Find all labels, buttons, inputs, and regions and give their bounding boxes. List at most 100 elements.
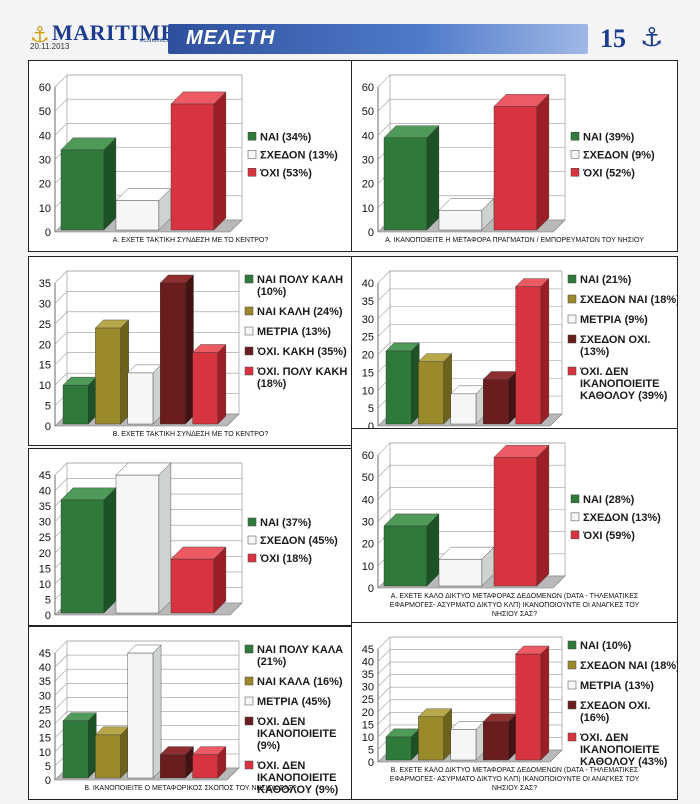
y-tick-label: 35 <box>39 501 51 513</box>
gridline <box>377 712 562 725</box>
gridline <box>377 270 562 284</box>
bar-5 <box>515 278 550 425</box>
legend-label: ΌΧΙ. ΔΕΝ ΙΚΑΝΟΠΟΙΕΙΤΕ (9%) <box>256 716 336 752</box>
bar-3 <box>493 93 550 231</box>
y-tick-label: 15 <box>362 367 374 379</box>
y-tick-label: 45 <box>39 470 51 482</box>
gridline <box>377 324 562 337</box>
bar-5 <box>515 645 550 761</box>
gridline <box>377 636 562 650</box>
legend-swatch <box>244 760 254 770</box>
y-tick-label: 35 <box>362 296 374 308</box>
y-tick-label: 20 <box>39 179 51 191</box>
page-header: ⚓ MARITIME economics 20.11.2013 ΜΕΛΕΤΗ 1… <box>0 0 700 56</box>
bar-2 <box>417 708 453 761</box>
gridline <box>54 683 239 696</box>
legend-label: ΣΧΕΔΟΝ (13%) <box>260 149 338 161</box>
y-tick-label: 10 <box>39 747 51 759</box>
bar-2 <box>417 353 453 425</box>
bar-3 <box>493 444 550 587</box>
chart-caption: Α. ΕΧΕΤΕ ΚΑΛΟ ΔΙΚΤΥΟ ΜΕΤΑΦΟΡΑΣ ΔΕΔΟΜΕΝΩΝ… <box>390 593 640 618</box>
legend-swatch <box>247 150 257 159</box>
legend-label: ΣΧΕΔΟΝ ΝΑΙ (18%) <box>580 660 677 672</box>
y-tick-label: 60 <box>362 450 374 462</box>
legend-swatch <box>244 326 254 336</box>
legend-label: ΌΧΙ (18%) <box>259 553 312 565</box>
legend-label: ΝΑΙ (39%) <box>583 131 635 143</box>
y-tick-label: 0 <box>45 421 51 433</box>
y-tick-label: 0 <box>45 227 51 239</box>
y-tick-label: 30 <box>39 298 51 310</box>
legend-label: ΝΑΙ (34%) <box>260 131 312 143</box>
legend-label: ΜΕΤΡΙΑ (9%) <box>580 314 648 326</box>
legend-swatch <box>244 676 254 686</box>
legend-swatch <box>567 640 577 650</box>
y-tick-label: 20 <box>39 719 51 731</box>
y-tick-label: 20 <box>362 350 374 362</box>
legend-label: ΌΧΙ (53%) <box>259 167 312 179</box>
bar-2 <box>438 197 495 231</box>
legend-label: ΣΧΕΔΟΝ (13%) <box>583 512 661 524</box>
bar-2 <box>115 462 172 614</box>
y-tick-label: 30 <box>362 682 374 694</box>
y-tick-label: 10 <box>39 579 51 591</box>
y-tick-label: 0 <box>368 757 374 769</box>
legend-label: ΝΑΙ ΚΑΛΗ (24%) <box>257 306 343 318</box>
bar-3 <box>127 644 162 779</box>
legend-label: ΜΕΤΡΙΑ (45%) <box>257 696 331 708</box>
y-tick-label: 10 <box>362 732 374 744</box>
chart-5: 0 5 10 15 20 25 30 35 40 45 ΝΑΙ (37%) ΣΧΕΔΟΝ (45%) Ό… <box>39 462 338 622</box>
chart-1: 0 10 20 30 40 50 60 ΝΑΙ (34%) ΣΧΕΔΟΝ (13%) ΌΧΙ (5… <box>39 74 338 244</box>
y-tick-label: 5 <box>368 744 374 756</box>
bar-5 <box>192 746 227 779</box>
legend-label: ΝΑΙ ΠΟΛΥ ΚΑΛΗ (10%) <box>257 274 343 298</box>
legend-label: ΣΧΕΔΟΝ ΝΑΙ (18%) <box>580 294 677 306</box>
y-tick-label: 5 <box>368 403 374 415</box>
legend-swatch <box>244 346 254 356</box>
legend-swatch <box>247 553 257 563</box>
y-tick-label: 10 <box>362 203 374 215</box>
y-tick-label: 40 <box>39 130 51 142</box>
legend-swatch <box>567 294 577 304</box>
legend-label: ΝΑΙ (28%) <box>583 494 635 506</box>
y-tick-label: 30 <box>39 517 51 529</box>
issue-date: 20.11.2013 <box>30 42 70 51</box>
logo-anchor-icon: ⚓ <box>30 22 50 47</box>
y-tick-label: 25 <box>39 319 51 331</box>
y-tick-label: 0 <box>368 227 374 239</box>
bar-3 <box>127 364 162 425</box>
legend-swatch <box>567 660 577 670</box>
gridline <box>377 649 562 662</box>
bar-2 <box>94 726 130 779</box>
legend-swatch <box>570 168 580 177</box>
legend-label: ΝΑΙ (37%) <box>260 517 312 529</box>
chart-panel-7: 0 5 10 15 20 25 30 35 40 45 ΝΑΙ ΠΟΛΥ ΚΑΛΑ (21%) ΝΑΙ … <box>28 626 353 800</box>
y-tick-label: 5 <box>45 761 51 773</box>
legend-swatch <box>567 334 577 344</box>
y-tick-label: 40 <box>39 662 51 674</box>
legend-swatch <box>567 314 577 324</box>
y-tick-label: 5 <box>45 401 51 413</box>
bar-2 <box>115 188 172 231</box>
y-tick-label: 45 <box>362 644 374 656</box>
y-tick-label: 50 <box>362 472 374 484</box>
legend-label: ΝΑΙ ΚΑΛΑ (16%) <box>257 676 343 688</box>
gridline <box>54 697 239 710</box>
gridline <box>377 686 562 700</box>
y-tick-label: 15 <box>39 563 51 575</box>
bar-1 <box>385 342 420 425</box>
chart-panel-6: 0 10 20 30 40 50 60 ΝΑΙ (28%) ΣΧΕΔΟΝ (13%) ΌΧΙ (5… <box>351 428 678 626</box>
gridline <box>377 342 562 355</box>
y-tick-label: 30 <box>39 155 51 167</box>
legend-swatch <box>570 530 580 540</box>
chart-7: 0 5 10 15 20 25 30 35 40 45 ΝΑΙ ΠΟΛΥ ΚΑΛΑ (21%) ΝΑΙ … <box>39 640 343 796</box>
bar-2 <box>94 319 130 425</box>
bar-1 <box>385 728 420 761</box>
y-tick-label: 50 <box>39 106 51 118</box>
y-tick-label: 25 <box>39 704 51 716</box>
y-tick-label: 10 <box>362 385 374 397</box>
legend-label: ΣΧΕΔΟΝ (9%) <box>583 149 655 161</box>
gridline <box>54 711 239 724</box>
gridline <box>377 306 562 319</box>
